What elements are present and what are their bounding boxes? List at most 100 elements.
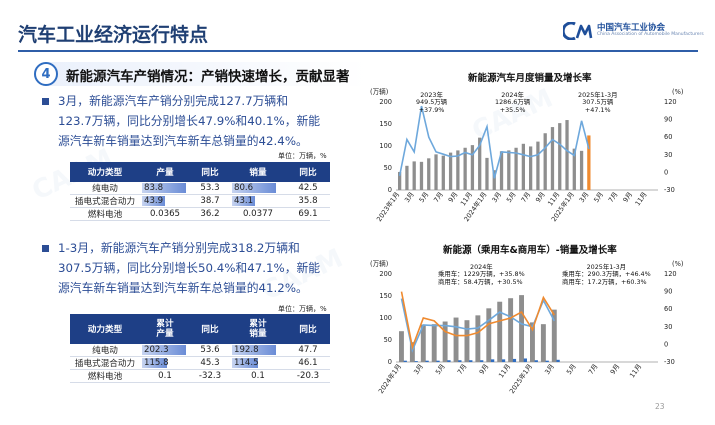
table-row: 燃料电池 0.0365 36.2 0.0377 69.1 (70, 207, 330, 221)
table-header-row: 动力类型 累计 产量 同比 累计 销量 同比 (70, 314, 330, 344)
table-row: 纯电动 202.3 53.6 192.8 47.7 (70, 344, 330, 357)
table-cell: 0.1 (140, 369, 190, 383)
bar (556, 359, 560, 362)
table-header: 销量 (230, 162, 286, 182)
x-tick-label: 3月 (490, 191, 503, 204)
x-tick-label: 3月 (543, 363, 556, 376)
table-cell: 纯电动 (70, 182, 140, 195)
bar (442, 321, 448, 362)
y-tick-label: 150 (379, 120, 392, 128)
bar (405, 165, 409, 190)
table-header: 同比 (286, 162, 330, 182)
bar (497, 301, 503, 362)
table-cell: 46.1 (286, 356, 330, 370)
table-cell: 纯电动 (70, 344, 140, 357)
bar (499, 151, 504, 190)
bar (523, 358, 527, 362)
x-tick-label: 7月 (432, 191, 445, 204)
table-unit: 单位：万辆，% (278, 305, 327, 313)
series-line (400, 291, 555, 351)
y2-tick-label: 120 (664, 270, 677, 278)
bar (414, 361, 418, 362)
table-header: 同比 (286, 314, 330, 344)
y-axis-unit: (万辆) (370, 259, 388, 268)
y2-tick-label: 60 (664, 133, 672, 141)
y-tick-label: 0 (388, 186, 392, 194)
chart-title: 新能源（乘用车&商用车）-销量及增长率 (443, 245, 617, 256)
bar (534, 360, 538, 362)
y2-tick-label: 0 (664, 340, 668, 348)
x-tick-label: 11月 (497, 363, 512, 380)
bar (463, 147, 467, 190)
x-tick-label: 2023年1月 (374, 190, 401, 223)
y2-tick-label: 30 (664, 151, 672, 159)
x-tick-label: 2024年1月 (376, 362, 403, 395)
section-heading-bg (34, 62, 404, 86)
x-tick-label: 7月 (607, 191, 620, 204)
bar (501, 359, 506, 362)
table-cell: 83.8 (140, 182, 190, 195)
table-cell: 114.5 (230, 356, 286, 370)
y-axis-unit: (万辆) (370, 87, 388, 96)
table-cell: 80.6 (230, 182, 286, 195)
bar (508, 298, 514, 362)
x-tick-label: 5月 (418, 191, 431, 204)
chart-annotation: 2023年 949.5万辆 +37.9% (416, 91, 448, 114)
y2-tick-label: 90 (664, 116, 672, 124)
bar (530, 322, 535, 362)
y-tick-label: 50 (384, 164, 392, 172)
paragraph-line: 123.7万辆，同比分别增长47.9%和40.1%，新能 (58, 114, 321, 128)
bar (469, 360, 473, 362)
bar (448, 152, 453, 190)
bar (425, 360, 429, 362)
bar (478, 137, 482, 190)
table-cell: -20.3 (286, 369, 330, 383)
table-row: 插电式混合动力 43.9 38.7 43.1 35.8 (70, 194, 330, 208)
bar (558, 123, 562, 190)
y2-tick-label: -30 (664, 186, 675, 194)
x-tick-label: 5月 (592, 191, 605, 204)
chart-title: 新能源汽车月度销量及增长率 (468, 73, 592, 84)
bar (543, 133, 547, 190)
y-tick-label: 100 (379, 142, 392, 150)
table-cell: 45.3 (190, 356, 230, 370)
bar (519, 295, 524, 362)
y2-axis-unit: (%) (672, 88, 683, 96)
x-tick-label: 9月 (478, 363, 491, 376)
table-cell: 192.8 (230, 344, 286, 357)
paragraph-line: 源汽车新车销量达到汽车新车总销量的41.2%。 (58, 281, 308, 295)
y2-tick-label: 30 (664, 323, 672, 331)
table-cell: 43.9 (140, 194, 190, 208)
bar (441, 155, 445, 190)
value-bar (232, 358, 258, 368)
data-table-monthly: 动力类型 产量 同比 销量 同比 纯电动 83.8 53.3 80.6 42.5 插电式混… (70, 162, 330, 221)
bar (398, 171, 402, 190)
bar (403, 360, 407, 362)
paragraph-line: 源汽车新车销量达到汽车新车总销量的42.4%。 (58, 134, 308, 148)
header-rule (18, 50, 698, 52)
x-tick-label: 7月 (456, 363, 469, 376)
table-cell: 35.8 (286, 194, 330, 208)
paragraph-line: 307.5万辆，同比分别增长50.4%和47.1%，新能 (58, 261, 321, 275)
table-cell: 0.1 (230, 369, 286, 383)
bar (420, 324, 426, 362)
table-header: 动力类型 (70, 162, 140, 182)
bar (507, 150, 511, 190)
table-cell: 202.3 (140, 344, 190, 357)
x-tick-label: 5月 (505, 191, 518, 204)
chart-annotation: 2025年1-3月 乘用车：290.3万辆，+46.4% 商用车：17.2万辆，+6… (562, 263, 651, 286)
x-tick-label: 5月 (565, 363, 578, 376)
bar (419, 161, 424, 190)
x-tick-label: 3月 (403, 191, 416, 204)
bullet-icon (42, 98, 49, 105)
table-cell: 燃料电池 (70, 369, 140, 383)
table-cell: 0.0365 (140, 207, 190, 221)
value-bar (232, 196, 256, 206)
series-line (398, 105, 590, 179)
bar (587, 135, 591, 190)
table-header: 累计 销量 (230, 314, 286, 344)
bar (579, 150, 584, 190)
y-tick-label: 150 (379, 292, 392, 300)
bar (540, 324, 546, 362)
y-tick-label: 200 (379, 270, 392, 278)
